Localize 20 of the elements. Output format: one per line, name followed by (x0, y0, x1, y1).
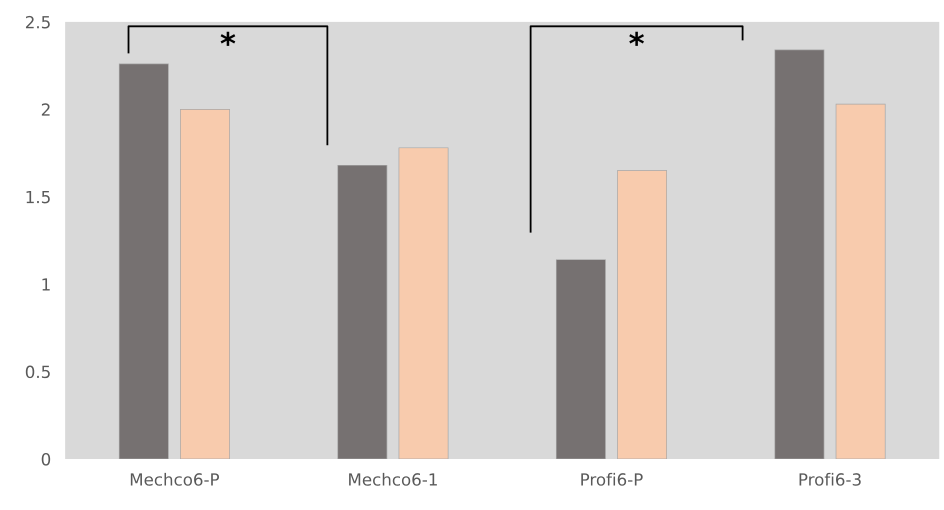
y-tick-label: 0 (42, 452, 50, 466)
x-tick-label: Mechco6-P (130, 472, 220, 486)
bar (398, 147, 448, 459)
y-tick-label: 2.5 (26, 16, 50, 28)
y-tick-label: 1.5 (26, 190, 50, 204)
y-tick-label: 0.5 (26, 366, 50, 378)
y-tick-label: 1 (42, 278, 50, 291)
x-tick-label: Mechco6-1 (349, 472, 437, 486)
bar (774, 50, 824, 459)
x-tick-label: Profi6-3 (800, 472, 861, 486)
y-tick-label: 2 (42, 103, 50, 116)
bar (118, 64, 169, 459)
annotation: * (629, 32, 644, 46)
x-tick-label: Profi6-P (581, 472, 643, 486)
bar (337, 164, 388, 459)
bar (180, 108, 230, 459)
bar (836, 104, 886, 459)
bar (617, 170, 668, 459)
annotation: * (220, 32, 236, 46)
bar (556, 259, 606, 459)
